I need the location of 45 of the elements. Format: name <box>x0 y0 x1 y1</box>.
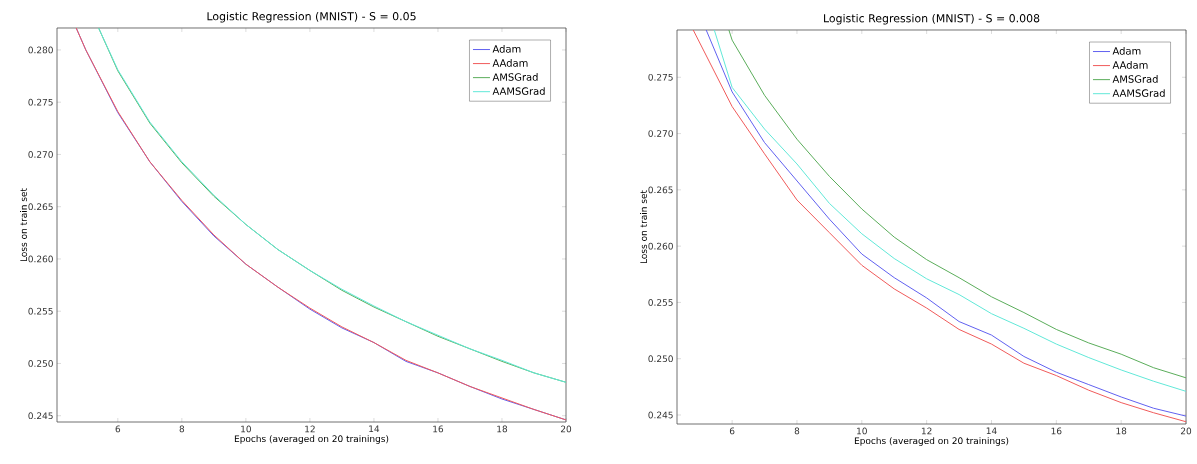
chart-title: Logistic Regression (MNIST) - S = 0.008 <box>824 13 1040 25</box>
y-tick-label: 0.265 <box>28 203 53 211</box>
x-tick-label: 20 <box>1180 427 1192 435</box>
x-tick-label: 12 <box>921 427 932 435</box>
x-tick-label: 8 <box>179 425 185 433</box>
x-tick-label: 16 <box>1051 427 1062 435</box>
legend-label: AMSGrad <box>492 73 538 81</box>
x-tick-label: 10 <box>241 425 251 433</box>
x-axis-title: Epochs (averaged on 20 trainings) <box>854 437 1009 446</box>
x-tick-label: 14 <box>369 425 380 433</box>
y-tick-label: 0.260 <box>28 255 53 263</box>
y-tick-label: 0.245 <box>648 411 673 419</box>
x-tick-label: 8 <box>794 427 800 435</box>
y-tick-label: 0.265 <box>648 186 673 194</box>
legend-label: Adam <box>1112 47 1141 55</box>
y-tick-label: 0.250 <box>648 355 673 363</box>
legend-label: AAMSGrad <box>1112 89 1165 97</box>
x-tick-label: 10 <box>857 427 867 435</box>
y-tick-label: 0.280 <box>28 46 53 54</box>
y-axis-title: Loss on train set <box>20 188 27 262</box>
y-tick-label: 0.275 <box>28 98 53 106</box>
y-tick-label: 0.255 <box>28 307 53 315</box>
x-tick-label: 12 <box>305 425 315 433</box>
y-tick-label: 0.255 <box>648 299 673 306</box>
legend-label: AMSGrad <box>1112 75 1158 83</box>
y-tick-label: 0.270 <box>648 130 673 137</box>
y-tick-label: 0.245 <box>28 412 53 420</box>
x-tick-label: 18 <box>1116 427 1127 435</box>
y-axis-title: Loss on train set <box>640 190 647 264</box>
x-tick-label: 14 <box>986 427 997 435</box>
legend-label: Adam <box>492 45 521 53</box>
x-tick-label: 6 <box>115 425 121 433</box>
x-tick-label: 16 <box>433 425 444 433</box>
x-axis-title: Epochs (averaged on 20 trainings) <box>234 435 389 444</box>
x-tick-label: 20 <box>560 425 572 433</box>
chart-title: Logistic Regression (MNIST) - S = 0.05 <box>207 11 416 23</box>
x-tick-label: 6 <box>729 427 735 435</box>
legend-label: AAdam <box>492 59 528 67</box>
y-tick-label: 0.270 <box>28 151 53 158</box>
x-tick-label: 18 <box>497 425 508 433</box>
y-tick-label: 0.275 <box>648 73 673 81</box>
legend-label: AAMSGrad <box>492 87 545 95</box>
y-tick-label: 0.260 <box>648 242 673 250</box>
legend-label: AAdam <box>1112 61 1148 69</box>
y-tick-label: 0.250 <box>28 360 53 367</box>
